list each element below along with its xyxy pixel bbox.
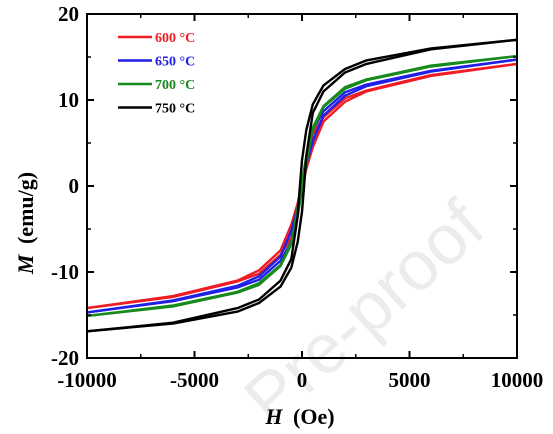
series-layer <box>86 38 518 333</box>
x-axis-unit: (Oe) <box>293 404 335 429</box>
legend-label-1: 650 °C <box>155 55 195 70</box>
watermark-layer: Pre-proof <box>229 185 498 434</box>
x-axis-title: H (Oe) <box>264 404 334 429</box>
x-axis-symbol: H <box>264 404 283 429</box>
watermark-text: Pre-proof <box>229 185 498 434</box>
x-tick-label: -5000 <box>170 368 219 392</box>
ticks-layer: -10000 -5000 0 5000 10000 -20 -10 0 10 20 <box>51 2 543 392</box>
legend-label-0: 600 °C <box>155 31 195 46</box>
y-axis-title: M (emu/g) <box>13 172 38 275</box>
y-axis-unit: (emu/g) <box>13 172 38 244</box>
legend: 600 °C 650 °C 700 °C 750 °C <box>118 31 195 117</box>
series-line-3-ascending <box>86 38 518 333</box>
x-tick-label: -10000 <box>57 368 117 392</box>
legend-label-3: 750 °C <box>155 102 195 117</box>
y-tick-label: 10 <box>58 88 79 112</box>
y-tick-label: -10 <box>51 260 79 284</box>
x-tick-label: 5000 <box>389 368 431 392</box>
y-tick-label: 20 <box>58 2 79 26</box>
x-tick-label: 0 <box>297 368 308 392</box>
x-tick-label: 10000 <box>491 368 544 392</box>
y-tick-label: 0 <box>69 174 80 198</box>
y-axis-symbol: M <box>13 253 38 275</box>
series-line-2-ascending <box>86 54 518 318</box>
y-tick-label: -20 <box>51 346 79 370</box>
series-line-3-descending <box>86 38 518 333</box>
legend-label-2: 700 °C <box>155 78 195 93</box>
